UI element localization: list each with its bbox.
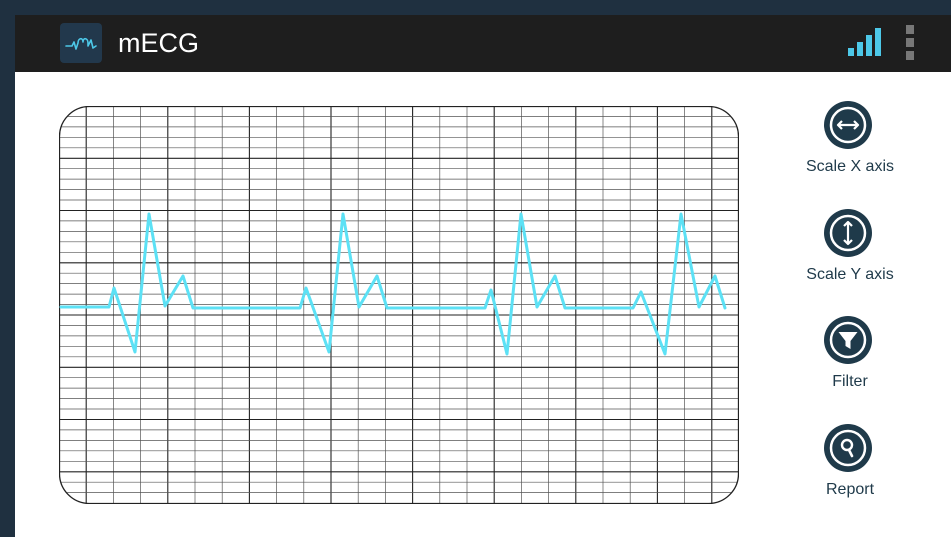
filter-button[interactable]: Filter bbox=[790, 315, 910, 423]
ecg-trace bbox=[59, 212, 727, 356]
magnifier-icon bbox=[824, 423, 872, 472]
app-window: mECG bbox=[15, 15, 951, 537]
scale-x-axis-button[interactable]: Scale X axis bbox=[790, 100, 910, 208]
app-title: mECG bbox=[118, 28, 199, 58]
funnel-icon bbox=[824, 316, 872, 364]
scale-y-axis-button[interactable]: Scale Y axis bbox=[790, 208, 910, 316]
scale-x-axis-label: Scale X axis bbox=[805, 158, 895, 175]
horizontal-arrows-icon bbox=[824, 101, 872, 149]
report-button[interactable]: Report bbox=[790, 423, 910, 531]
vertical-arrows-icon bbox=[824, 208, 872, 257]
tool-panel: Scale X axis Scale Y axis Filter bbox=[790, 100, 910, 530]
ecg-grid-background bbox=[59, 106, 739, 504]
ecg-grid bbox=[59, 106, 739, 504]
app-bar: mECG bbox=[15, 15, 951, 72]
ecg-chart bbox=[58, 105, 740, 509]
heart-pulse-icon[interactable] bbox=[60, 23, 102, 63]
overflow-menu-icon[interactable] bbox=[904, 24, 916, 62]
filter-label: Filter bbox=[832, 373, 868, 390]
report-label: Report bbox=[825, 480, 875, 498]
scale-y-axis-label: Scale Y axis bbox=[806, 265, 894, 283]
signal-bars-icon bbox=[848, 28, 881, 56]
ecg-grid-border bbox=[58, 105, 740, 505]
